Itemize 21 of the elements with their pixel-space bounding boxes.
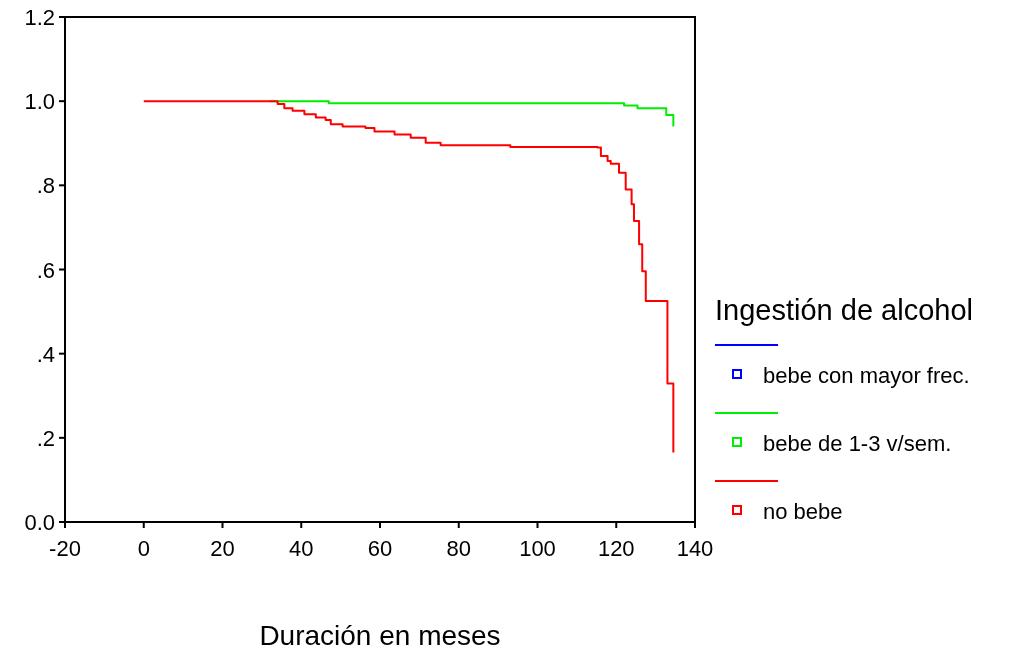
legend-label: bebe de 1-3 v/sem. (763, 431, 952, 456)
y-tick-label: .2 (36, 425, 55, 451)
x-tick-label: 20 (210, 536, 235, 561)
x-tick-label: 60 (367, 536, 393, 561)
x-tick-label: 120 (597, 536, 635, 561)
y-tick-label: 1.2 (24, 5, 55, 30)
x-tick-label: 80 (446, 536, 471, 561)
x-tick-label: 40 (289, 536, 314, 561)
x-tick-label: 140 (676, 536, 714, 561)
y-tick-label: .4 (36, 341, 55, 367)
legend-title: Ingestión de alcohol (715, 294, 973, 326)
x-tick-label: 0 (137, 536, 150, 561)
legend-label: bebe con mayor frec. (763, 363, 970, 388)
y-tick-label: .8 (36, 173, 55, 199)
y-tick-label: 1.0 (24, 89, 55, 115)
y-tick-label: .6 (36, 257, 55, 283)
x-tick-label: 100 (519, 536, 556, 561)
y-tick-label: 0.0 (24, 510, 55, 535)
x-axis-title: Duración en meses (259, 620, 501, 651)
x-tick-label: -20 (49, 536, 81, 561)
legend-label: no bebe (763, 499, 843, 524)
